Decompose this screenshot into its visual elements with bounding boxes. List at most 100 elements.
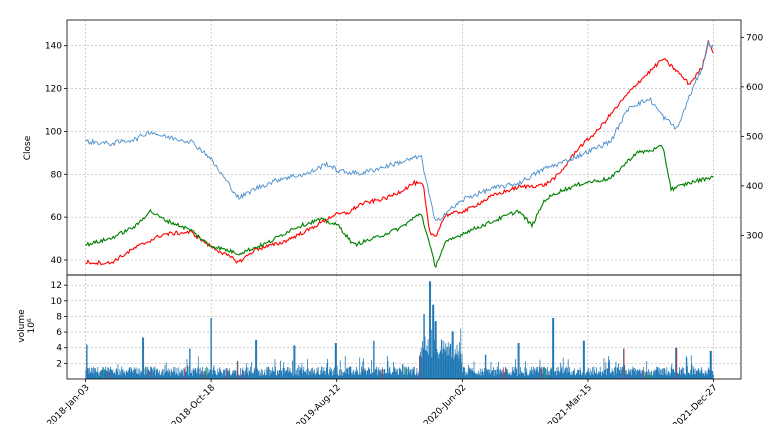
volume-bar [213,365,215,379]
volume-bar [185,371,187,379]
volume-bar [109,369,111,379]
volume-bar [208,369,210,379]
volume-bar [253,369,255,379]
volume-bar [231,373,233,379]
volume-bar [485,354,487,379]
volume-bar [469,369,471,379]
volume-bar [640,372,641,379]
volume-bar [420,351,422,379]
volume-bar [638,371,639,379]
volume-bar [454,356,455,379]
volume-bar [442,348,444,379]
volume-bar [346,368,347,379]
volume-bar [369,368,371,379]
volume-bar [586,372,588,379]
volume-bar [705,372,707,379]
volume-bar [215,373,217,379]
volume-bar [593,366,595,379]
volume-bar [324,374,326,379]
volume-bar [594,370,595,379]
volume-bar [377,370,379,379]
volume-bar [150,366,152,379]
volume-bar [292,375,294,379]
volume-bar [629,370,631,379]
volume-bar [104,369,106,379]
volume-bar [499,369,501,379]
volume-bar [159,375,161,379]
volume-bar [357,372,359,379]
volume-bar [526,375,528,379]
volume-bar [118,374,120,379]
volume-bar [688,373,690,379]
volume-bar [523,373,524,379]
volume-bar [219,368,221,379]
volume-bar [214,370,216,379]
volume-bar [413,369,415,379]
volume-bar [599,373,600,379]
volume-bar [474,373,476,379]
volume-bar [149,371,151,379]
volume-bar [369,373,371,379]
volume-bar [434,339,435,379]
volume-bar [427,352,428,379]
volume-bar [290,371,292,379]
volume-bar [662,375,664,379]
volume-bar [163,369,165,379]
volume-bar [341,369,342,379]
volume-bar [498,373,500,379]
volume-bar [644,375,646,379]
volume-bar [423,314,425,379]
volume-bar [142,337,144,379]
volume-bar [537,370,539,379]
volume-bar [392,371,394,379]
volume-bar [268,368,270,379]
volume-bar [486,368,487,379]
volume-bar [582,372,584,379]
volume-bar [670,373,671,379]
volume-bar [335,343,337,379]
volume-bar [264,369,266,379]
volume-bar [405,366,407,379]
volume-bar [157,371,159,379]
volume-bar [408,366,410,379]
volume-bar [306,369,308,379]
volume-bar [343,372,345,379]
volume-bar [241,374,243,379]
volume-bar [459,342,460,379]
volume-bar [689,374,691,379]
volume-bar [491,372,492,379]
volume-bar [570,374,572,379]
volume-bar [409,369,411,379]
volume-bar [336,343,337,379]
volume-bar [425,350,427,379]
volume-bar [354,375,356,379]
volume-bar [165,362,167,379]
volume-bar [623,348,624,379]
volume-bar [245,370,246,379]
volume-bar [528,373,530,379]
volume-bar [486,369,488,379]
volume-bar [256,339,258,379]
volume-bar [160,373,162,379]
volume-bar [131,369,133,379]
volume-bar [699,370,701,379]
volume-bar [412,371,413,379]
volume-bar [514,372,516,379]
volume-bar [191,369,193,379]
volume-bar [710,350,712,379]
volume-bar [251,373,253,379]
volume-bar [356,369,358,379]
volume-bar [653,372,655,379]
volume-bar [488,373,490,379]
volume-bar [274,359,276,379]
volume-bar [352,371,354,379]
volume-bar [270,370,271,379]
volume-bar [447,346,449,379]
volume-bar [520,370,522,379]
volume-bar [524,367,526,379]
volume-bar [665,375,667,379]
volume-bar [99,371,101,379]
volume-bar [619,369,621,379]
volume-bar [387,360,389,379]
volume-bar [282,368,284,379]
